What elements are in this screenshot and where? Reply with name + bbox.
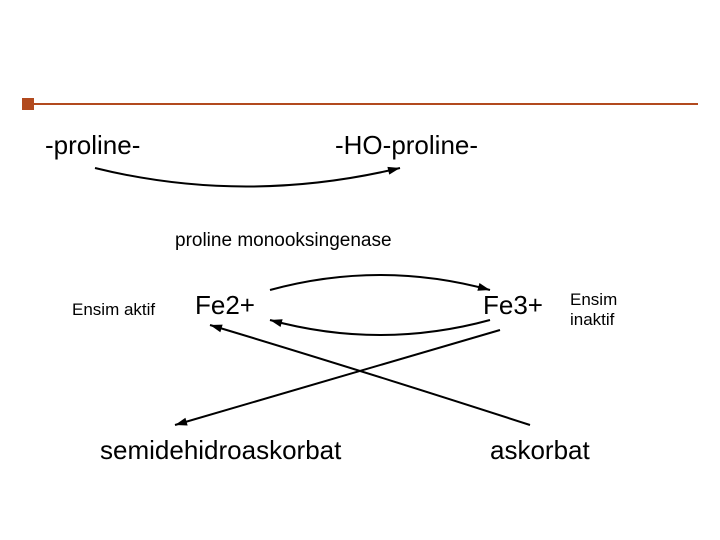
arrowhead-proline-to-hoproline (387, 167, 400, 175)
arrowhead-askorbat-to-fe2 (210, 325, 223, 333)
arrow-layer (0, 0, 720, 540)
arrow-askorbat-to-fe2 (210, 325, 530, 425)
arrow-proline-to-hoproline (95, 168, 400, 187)
arrow-fe3-to-semi (175, 330, 500, 425)
arrow-fe2-to-fe3 (270, 275, 490, 290)
arrowhead-fe2-to-fe3 (477, 283, 490, 291)
arrowhead-fe3-to-fe2 (270, 319, 283, 327)
arrowhead-fe3-to-semi (175, 418, 188, 426)
arrow-fe3-to-fe2 (270, 320, 490, 335)
